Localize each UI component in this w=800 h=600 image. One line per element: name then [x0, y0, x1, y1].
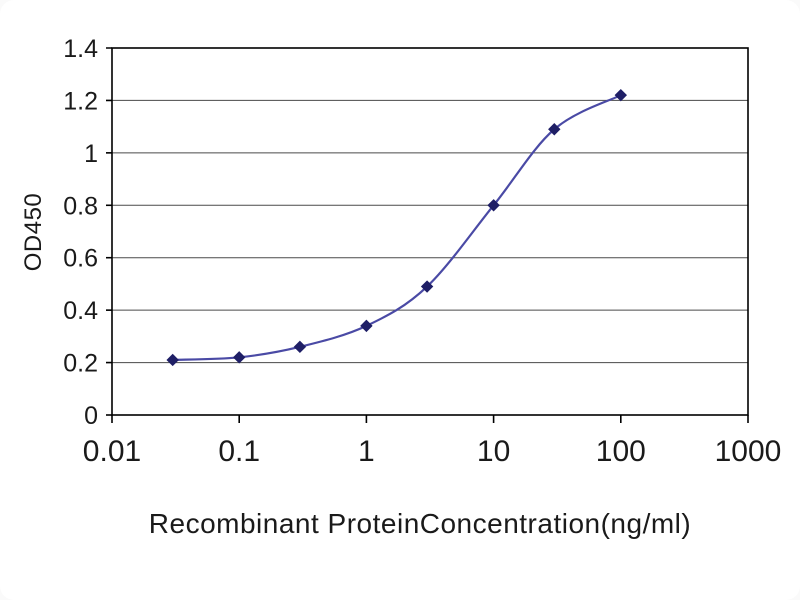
data-point-marker [487, 199, 500, 212]
data-point-marker [293, 340, 307, 354]
series-line [172, 94, 622, 362]
data-point-marker [548, 123, 561, 136]
plot-border [111, 47, 749, 416]
x-tick-label: 0.01 [83, 435, 141, 468]
data-point-marker [232, 351, 246, 364]
data-point-marker [360, 319, 373, 333]
x-tick-label: 0.1 [218, 435, 260, 468]
y-tick-label: 0.6 [63, 245, 98, 273]
x-tick-label: 1000 [715, 435, 782, 468]
y-tick-label: 0.2 [63, 350, 98, 378]
x-tick-label: 100 [596, 435, 646, 468]
x-axis-title: Recombinant ProteinConcentration(ng/ml) [148, 508, 692, 539]
y-tick-label: 1.2 [63, 87, 98, 115]
y-tick-label: 0 [84, 402, 98, 430]
y-tick-label: 0.8 [63, 192, 98, 220]
y-tick-label: 1 [84, 140, 98, 168]
data-point-marker [166, 353, 179, 367]
data-point-marker [614, 88, 628, 102]
y-tick-label: 1.4 [63, 35, 98, 63]
y-axis-title: OD450 [20, 192, 47, 272]
data-point-marker [420, 280, 434, 293]
x-tick-label: 1 [358, 435, 375, 468]
y-tick-label: 0.4 [63, 297, 98, 325]
x-tick-label: 10 [477, 435, 510, 468]
